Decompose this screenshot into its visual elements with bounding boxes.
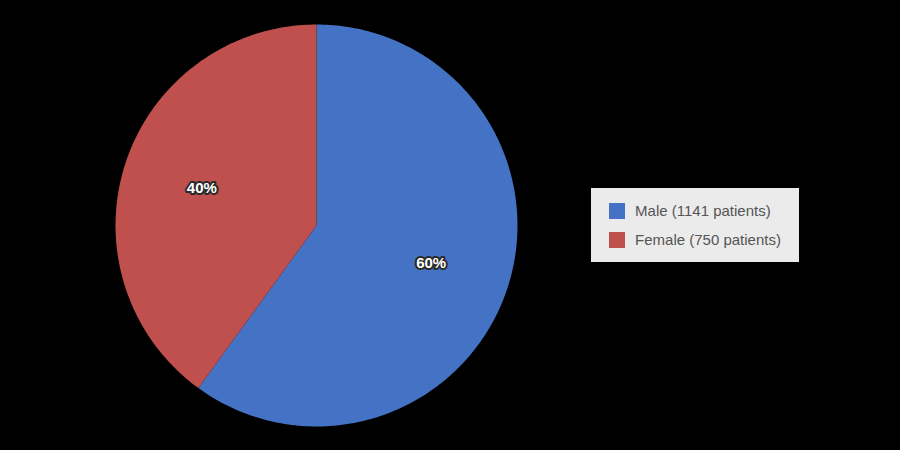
html-text:Male (1141 patients): Male (1141 patients) — [635, 202, 771, 219]
svg-text:60%: 60% — [416, 254, 446, 271]
html-text:Female (750 patients): Female (750 patients) — [635, 231, 781, 248]
svg-text:40%: 40% — [187, 179, 217, 196]
